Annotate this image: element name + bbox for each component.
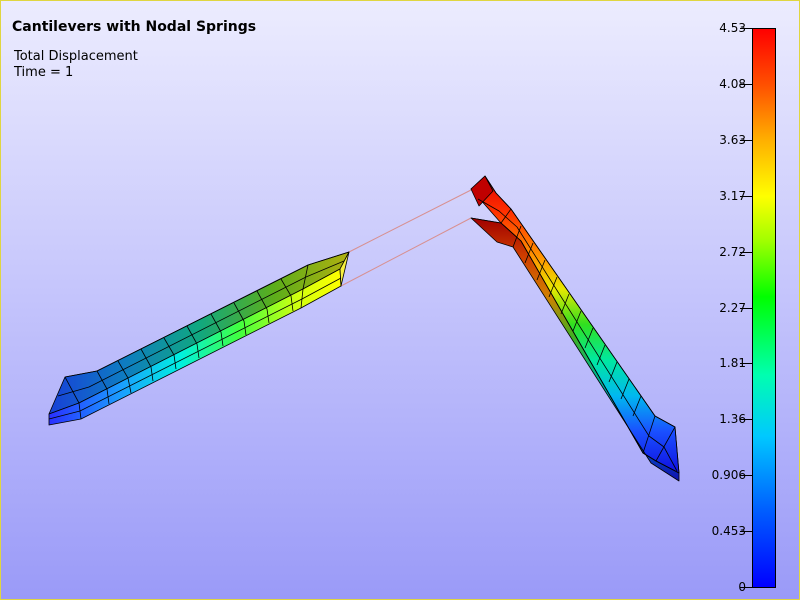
legend-tick: [740, 140, 752, 141]
legend-tick-label: 3.17: [719, 189, 746, 203]
nodal-springs: [340, 188, 474, 287]
legend-tick: [740, 84, 752, 85]
legend-tick: [740, 475, 752, 476]
legend-tick: [740, 419, 752, 420]
legend-tick-label: 0: [738, 580, 746, 594]
legend-tick: [740, 587, 752, 588]
legend-tick-label: 2.72: [719, 245, 746, 259]
left-cantilever[interactable]: [48, 251, 350, 426]
variable-label: Total Displacement: [14, 49, 138, 64]
legend-tick: [740, 363, 752, 364]
legend-tick-label: 0.453: [711, 524, 746, 538]
time-label: Time = 1: [14, 65, 74, 80]
right-cantilever[interactable]: [470, 175, 680, 482]
legend-tick-label: 4.08: [719, 77, 746, 91]
legend-tick-label: 4.53: [719, 21, 746, 35]
legend-tick-label: 1.81: [719, 356, 746, 370]
legend-tick: [740, 196, 752, 197]
plot-info: Total Displacement Time = 1: [14, 49, 138, 81]
color-legend-bar: [752, 28, 776, 588]
legend-tick-label: 0.906: [711, 468, 746, 482]
legend-tick: [740, 252, 752, 253]
legend-tick: [740, 308, 752, 309]
plot-title: Cantilevers with Nodal Springs: [12, 19, 257, 35]
legend-tick: [740, 28, 752, 29]
legend-tick-label: 2.27: [719, 301, 746, 315]
legend-tick-label: 1.36: [719, 412, 746, 426]
legend-tick-label: 3.63: [719, 133, 746, 147]
legend-tick: [740, 531, 752, 532]
